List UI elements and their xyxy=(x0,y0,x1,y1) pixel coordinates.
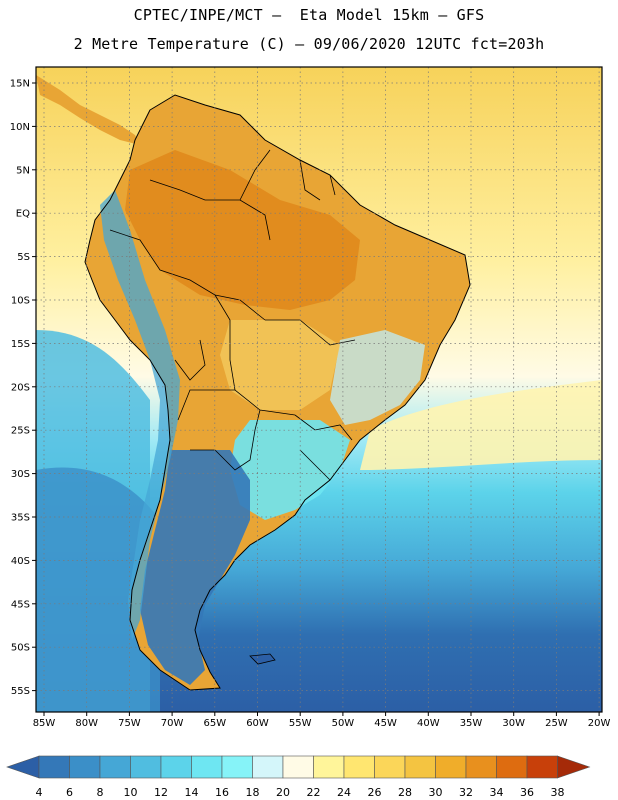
colorbar-swatch xyxy=(69,755,101,779)
lon-tick-label: 65W xyxy=(203,718,226,729)
lat-tick-label: 30S xyxy=(11,469,30,480)
coastline xyxy=(84,94,471,691)
colorbar-label: 6 xyxy=(66,786,73,799)
lon-tick-label: 70W xyxy=(161,718,184,729)
colorbar-label: 28 xyxy=(398,786,412,799)
lon-tick-label: 55W xyxy=(289,718,312,729)
lon-tick-label: 20W xyxy=(588,718,611,729)
colorbar-label: 8 xyxy=(97,786,104,799)
central-plateau xyxy=(220,320,340,410)
colorbar-swatch xyxy=(404,755,436,779)
map-frame xyxy=(35,66,603,713)
country-borders xyxy=(109,149,356,481)
colorbar-label: 24 xyxy=(337,786,351,799)
andes-cool-strip xyxy=(100,190,180,640)
lon-tick-label: 40W xyxy=(417,718,440,729)
colorbar-swatch xyxy=(130,755,162,779)
colorbar-label: 34 xyxy=(490,786,504,799)
colorbar-swatch xyxy=(496,755,528,779)
colorbar-swatch xyxy=(282,755,314,779)
lon-tick-label: 45W xyxy=(374,718,397,729)
lat-tick-label: 25S xyxy=(11,426,30,437)
lon-tick-label: 30W xyxy=(502,718,525,729)
lat-tick-label: 10S xyxy=(11,296,30,307)
title-line-2: 2 Metre Temperature (C) – 09/06/2020 12U… xyxy=(73,35,545,53)
falkland-islands xyxy=(249,653,276,665)
lat-tick-label: 15S xyxy=(11,339,30,350)
lat-tick-label: 10N xyxy=(10,122,30,133)
lat-tick-label: 5N xyxy=(16,165,30,176)
lat-tick-label: 50S xyxy=(11,643,30,654)
amazon-warm-core xyxy=(125,150,360,310)
lon-tick-label: 85W xyxy=(33,718,56,729)
colorbar-swatch xyxy=(252,755,284,779)
colorbar-label: 10 xyxy=(124,786,138,799)
colorbar-swatch xyxy=(465,755,497,779)
colorbar-label: 14 xyxy=(185,786,199,799)
temperature-field xyxy=(36,67,602,712)
pacific-cold-region xyxy=(36,467,160,712)
lon-tick-label: 60W xyxy=(246,718,269,729)
lat-tick-label: 45S xyxy=(11,599,30,610)
colorbar-swatch xyxy=(38,755,70,779)
lon-tick-label: 80W xyxy=(75,718,98,729)
lat-tick-label: 20S xyxy=(11,382,30,393)
colorbar-swatch xyxy=(374,755,406,779)
title-line-1: CPTEC/INPE/MCT – Eta Model 15km – GFS xyxy=(133,6,485,24)
lat-tick-label: 35S xyxy=(11,513,30,524)
colorbar-swatch xyxy=(435,755,467,779)
colorbar-swatch xyxy=(99,755,131,779)
lon-tick-label: 75W xyxy=(118,718,141,729)
southeast-brazil-cooler xyxy=(330,330,425,425)
colorbar-swatch xyxy=(313,755,345,779)
latitude-axis: 15N 10N 5N EQ 5S 10S 15S 20S 25S 30S 35S 40S 45S 50S 5… xyxy=(10,79,36,697)
colorbar-label: 38 xyxy=(551,786,565,799)
colorbar-label: 12 xyxy=(154,786,168,799)
lat-tick-label: EQ xyxy=(16,209,30,220)
argentina-cold-region xyxy=(140,450,250,685)
colorbar-label: 30 xyxy=(429,786,443,799)
lon-tick-label: 35W xyxy=(460,718,483,729)
lat-tick-label: 40S xyxy=(11,556,30,567)
colorbar-swatch xyxy=(221,755,253,779)
southern-brazil-cool xyxy=(230,420,350,520)
colorbar-arrow-low xyxy=(6,755,40,779)
colorbar xyxy=(6,755,591,779)
lat-tick-label: 5S xyxy=(17,252,30,263)
lon-tick-label: 50W xyxy=(332,718,355,729)
colorbar-swatch xyxy=(191,755,223,779)
central-america-land xyxy=(36,75,140,145)
colorbar-label: 36 xyxy=(520,786,534,799)
colorbar-label: 4 xyxy=(36,786,43,799)
colorbar-label: 32 xyxy=(459,786,473,799)
colorbar-label: 16 xyxy=(215,786,229,799)
lon-tick-label: 25W xyxy=(545,718,568,729)
atlantic-warm-tongue xyxy=(360,380,602,470)
colorbar-label: 22 xyxy=(307,786,321,799)
colorbar-labels: 4 6 8 10 12 14 16 18 20 22 24 26 28 30 32 34 36 38 xyxy=(36,786,565,799)
colorbar-swatch xyxy=(160,755,192,779)
colorbar-label: 20 xyxy=(276,786,290,799)
colorbar-arrow-high xyxy=(557,755,591,779)
colorbar-label: 26 xyxy=(368,786,382,799)
colorbar-label: 18 xyxy=(246,786,260,799)
colorbar-swatch xyxy=(526,755,558,779)
lat-tick-label: 55S xyxy=(11,686,30,697)
lat-tick-label: 15N xyxy=(10,79,30,90)
longitude-axis: 85W 80W 75W 70W 65W 60W 55W 50W 45W 40W 35W 30W 25W 2… xyxy=(33,712,611,729)
colorbar-swatch xyxy=(343,755,375,779)
